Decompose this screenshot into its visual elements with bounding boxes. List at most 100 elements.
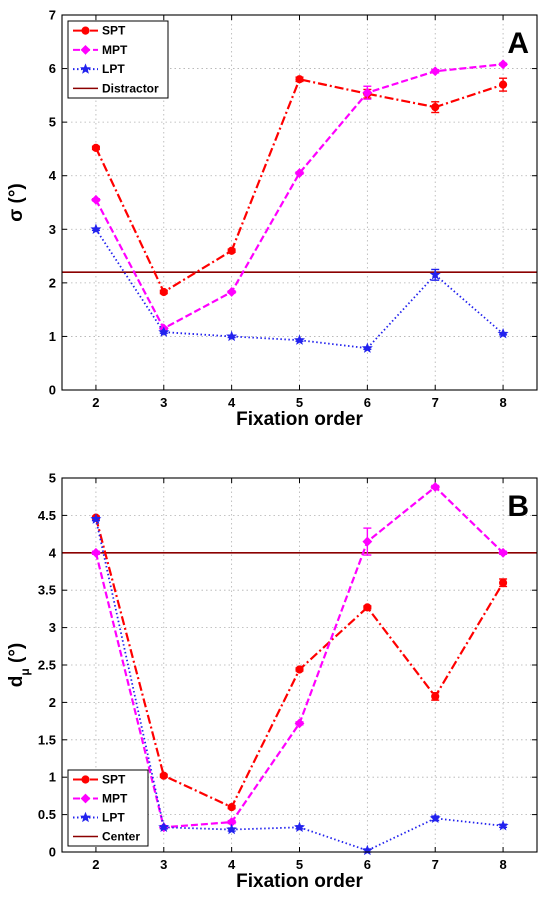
legend-entry: Distractor	[73, 81, 159, 95]
x-tick-label: 3	[160, 857, 167, 872]
legend-label: LPT	[102, 62, 125, 76]
x-tick-label: 7	[432, 857, 439, 872]
x-tick-label: 4	[228, 395, 236, 410]
legend-label: MPT	[102, 792, 128, 806]
data-point	[90, 513, 102, 524]
legend-label: LPT	[102, 811, 125, 825]
panel-label: A	[507, 27, 529, 60]
legend-marker	[80, 63, 91, 74]
data-point	[497, 327, 509, 339]
legend: SPT MPT LPT Distractor	[67, 20, 169, 99]
chart-panel-b: 2 3 4 5 6 7 8 0 0.5 1 1.5 2 2.5 3 3.5 4 4.5 5 B Fixation or…	[6, 471, 538, 892]
y-tick-label: 4.5	[38, 508, 56, 523]
y-tick-label: 3.5	[38, 583, 56, 598]
legend-label: SPT	[102, 773, 126, 787]
legend: SPT MPT LPT Center	[67, 769, 149, 847]
axes-frame	[61, 477, 538, 853]
y-tick-label: 1.5	[38, 732, 56, 747]
data-point	[431, 103, 440, 112]
legend-entry: MPT	[73, 43, 128, 57]
legend-entry: Center	[73, 830, 140, 844]
data-point	[498, 59, 508, 70]
legend-marker	[80, 811, 91, 823]
axes-frame	[61, 14, 538, 391]
y-tick-label: 1	[49, 329, 56, 344]
y-tick-label: 5	[49, 115, 56, 130]
data-point	[227, 246, 236, 255]
legend-marker	[81, 775, 90, 784]
x-tick-label: 5	[296, 395, 303, 410]
data-point	[362, 536, 373, 547]
data-point	[226, 823, 238, 835]
y-tick-label: 1	[49, 770, 56, 785]
data-point	[294, 718, 305, 729]
legend-label: MPT	[102, 43, 128, 57]
x-tick-label: 8	[499, 395, 506, 410]
data-point	[498, 547, 508, 558]
legend-marker	[80, 793, 91, 804]
legend-label: Distractor	[102, 81, 159, 95]
x-tick-label: 6	[364, 857, 371, 872]
data-point	[295, 75, 304, 84]
data-point	[361, 342, 373, 353]
data-point	[498, 578, 508, 587]
data-point	[429, 269, 441, 280]
x-axis-label: Fixation order	[236, 871, 363, 892]
y-axis-label: σ (°)	[6, 183, 27, 222]
data-point	[159, 771, 168, 780]
y-tick-label: 0	[49, 383, 56, 398]
x-tick-label: 7	[432, 395, 439, 410]
data-point	[430, 482, 441, 492]
legend-box	[67, 769, 149, 847]
data-point	[430, 66, 441, 77]
series-lpt	[90, 513, 509, 856]
legend-entry: SPT	[73, 24, 126, 38]
data-point	[294, 168, 305, 178]
x-axis-label: Fixation order	[236, 409, 363, 430]
data-point	[362, 87, 373, 98]
x-tick-label: 2	[92, 395, 99, 410]
data-point	[498, 80, 508, 89]
legend-entry: LPT	[73, 811, 125, 825]
data-point	[91, 194, 101, 205]
y-tick-label: 3	[49, 222, 56, 237]
x-tick-label: 2	[92, 857, 99, 872]
data-point	[159, 287, 168, 297]
data-point	[91, 143, 101, 152]
legend-entry: SPT	[73, 773, 126, 787]
legend-entry: MPT	[73, 792, 128, 806]
data-point	[431, 692, 440, 701]
legend-label: Center	[102, 830, 140, 844]
y-tick-label: 2.5	[38, 658, 56, 673]
x-tick-label: 4	[228, 857, 236, 872]
x-tick-label: 6	[364, 395, 371, 410]
data-point	[90, 223, 102, 234]
panel-label: B	[507, 490, 529, 523]
x-tick-label: 8	[499, 857, 506, 872]
data-point	[227, 803, 236, 812]
legend-entry: LPT	[73, 62, 125, 76]
x-tick-label: 3	[160, 395, 167, 410]
data-point	[91, 547, 101, 558]
series-lpt	[90, 223, 509, 353]
data-point	[226, 287, 237, 297]
legend-marker	[80, 44, 91, 55]
data-point	[497, 820, 509, 831]
y-tick-label: 5	[49, 471, 56, 486]
data-point	[295, 665, 304, 674]
data-point	[294, 334, 305, 345]
legend-label: SPT	[102, 24, 126, 38]
y-axis-label: dμ (°)	[6, 643, 32, 687]
x-tick-label: 5	[296, 857, 303, 872]
data-point	[226, 330, 238, 342]
data-point	[158, 821, 170, 832]
data-point	[158, 326, 170, 337]
y-tick-label: 2	[49, 695, 56, 710]
chart-panel-a: 2 3 4 5 6 7 8 0 1 2 3 4 5 6 7 A Fixation order σ (°) SPT MP…	[6, 8, 538, 430]
y-tick-label: 6	[49, 61, 56, 76]
data-point	[294, 821, 305, 832]
y-tick-label: 2	[49, 275, 56, 290]
y-tick-label: 4	[49, 168, 57, 183]
data-point	[429, 812, 441, 824]
y-tick-label: 3	[49, 620, 56, 635]
